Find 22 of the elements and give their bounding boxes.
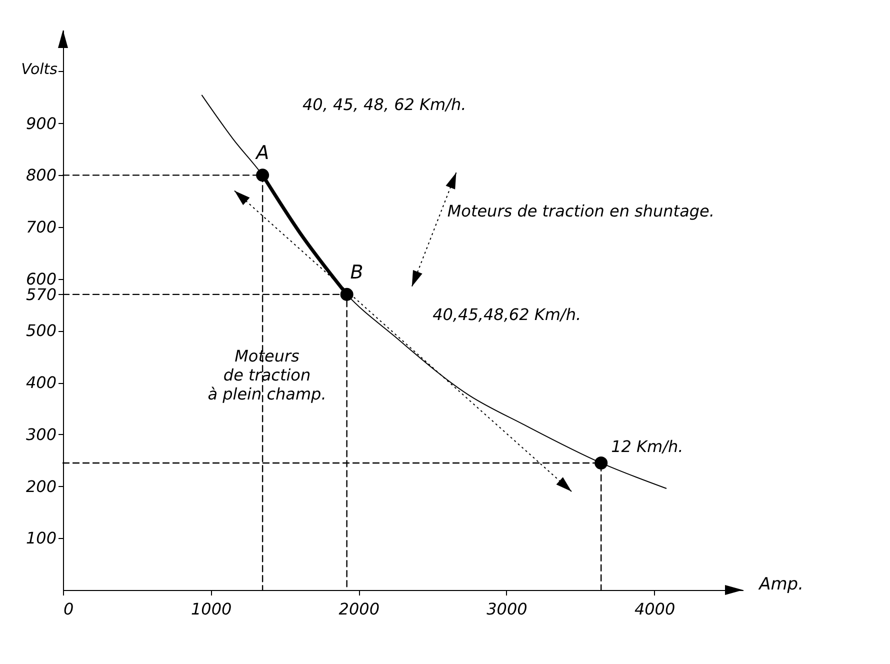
y-tick-label: 800 bbox=[26, 166, 56, 185]
annotation: 40,45,48,62 Km/h. bbox=[432, 305, 582, 324]
y-axis-title: Volts bbox=[21, 60, 58, 78]
x-tick-label: 2000 bbox=[338, 600, 380, 618]
annotation: Moteurs de traction en shuntage. bbox=[447, 201, 714, 220]
x-tick-label: 0 bbox=[64, 600, 74, 618]
y-tick-label: 400 bbox=[26, 373, 56, 392]
annotation: Moteurs de traction à plein champ. bbox=[208, 346, 326, 404]
annotation: B bbox=[350, 261, 364, 284]
y-tick-label: 500 bbox=[26, 321, 56, 340]
y-tick-label: 100 bbox=[26, 528, 56, 548]
annotation: 40, 45, 48, 62 Km/h. bbox=[302, 95, 466, 114]
y-tick-label: 200 bbox=[26, 476, 56, 496]
y-tick-label: 700 bbox=[26, 218, 56, 237]
x-tick-label: 1000 bbox=[190, 600, 232, 618]
y-tick-label: 900 bbox=[26, 114, 56, 133]
x-axis-title: Amp. bbox=[758, 574, 804, 594]
annotation: A bbox=[254, 142, 270, 164]
x-tick-label: 3000 bbox=[486, 600, 528, 618]
annotation: 12 Km/h. bbox=[611, 436, 684, 456]
y-tick-label: 300 bbox=[26, 424, 56, 444]
x-tick-label: 4000 bbox=[634, 600, 676, 618]
